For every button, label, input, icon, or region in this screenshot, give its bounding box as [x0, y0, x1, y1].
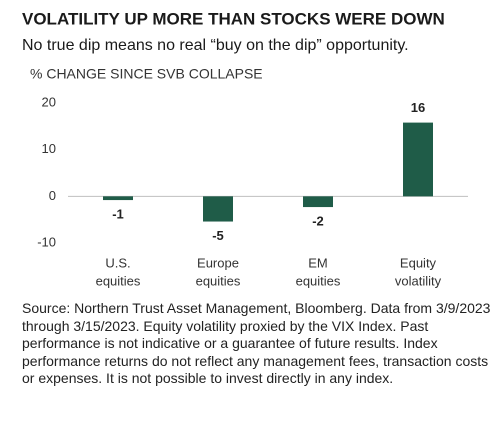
y-tick-label: 10 [42, 141, 56, 156]
source-note: Source: Northern Trust Asset Management,… [22, 300, 491, 386]
bar [203, 196, 233, 222]
bar [403, 122, 433, 197]
x-tick-label: Europe [197, 255, 239, 270]
chart-subtitle: No true dip means no real “buy on the di… [22, 37, 409, 54]
bar [303, 196, 333, 208]
x-tick-label: equities [96, 273, 141, 288]
x-tick-label: Equity [400, 255, 437, 270]
x-tick-label: volatility [395, 273, 442, 288]
y-tick-label: -10 [37, 234, 56, 249]
y-axis-label: % CHANGE SINCE SVB COLLAPSE [30, 66, 263, 82]
chart-title: VOLATILITY UP MORE THAN STOCKS WERE DOWN [22, 9, 445, 28]
bar [103, 196, 133, 201]
y-tick-label: 20 [42, 94, 56, 109]
chart: VOLATILITY UP MORE THAN STOCKS WERE DOWN… [22, 9, 468, 288]
data-label: -5 [212, 228, 224, 243]
x-tick-label: EM [308, 255, 328, 270]
x-tick-label: equities [196, 273, 241, 288]
x-tick-label: equities [296, 273, 341, 288]
y-tick-label: 0 [49, 188, 56, 203]
data-label: -1 [112, 207, 124, 222]
data-label: 16 [411, 100, 425, 115]
data-label: -2 [312, 214, 324, 229]
x-tick-label: U.S. [105, 255, 130, 270]
